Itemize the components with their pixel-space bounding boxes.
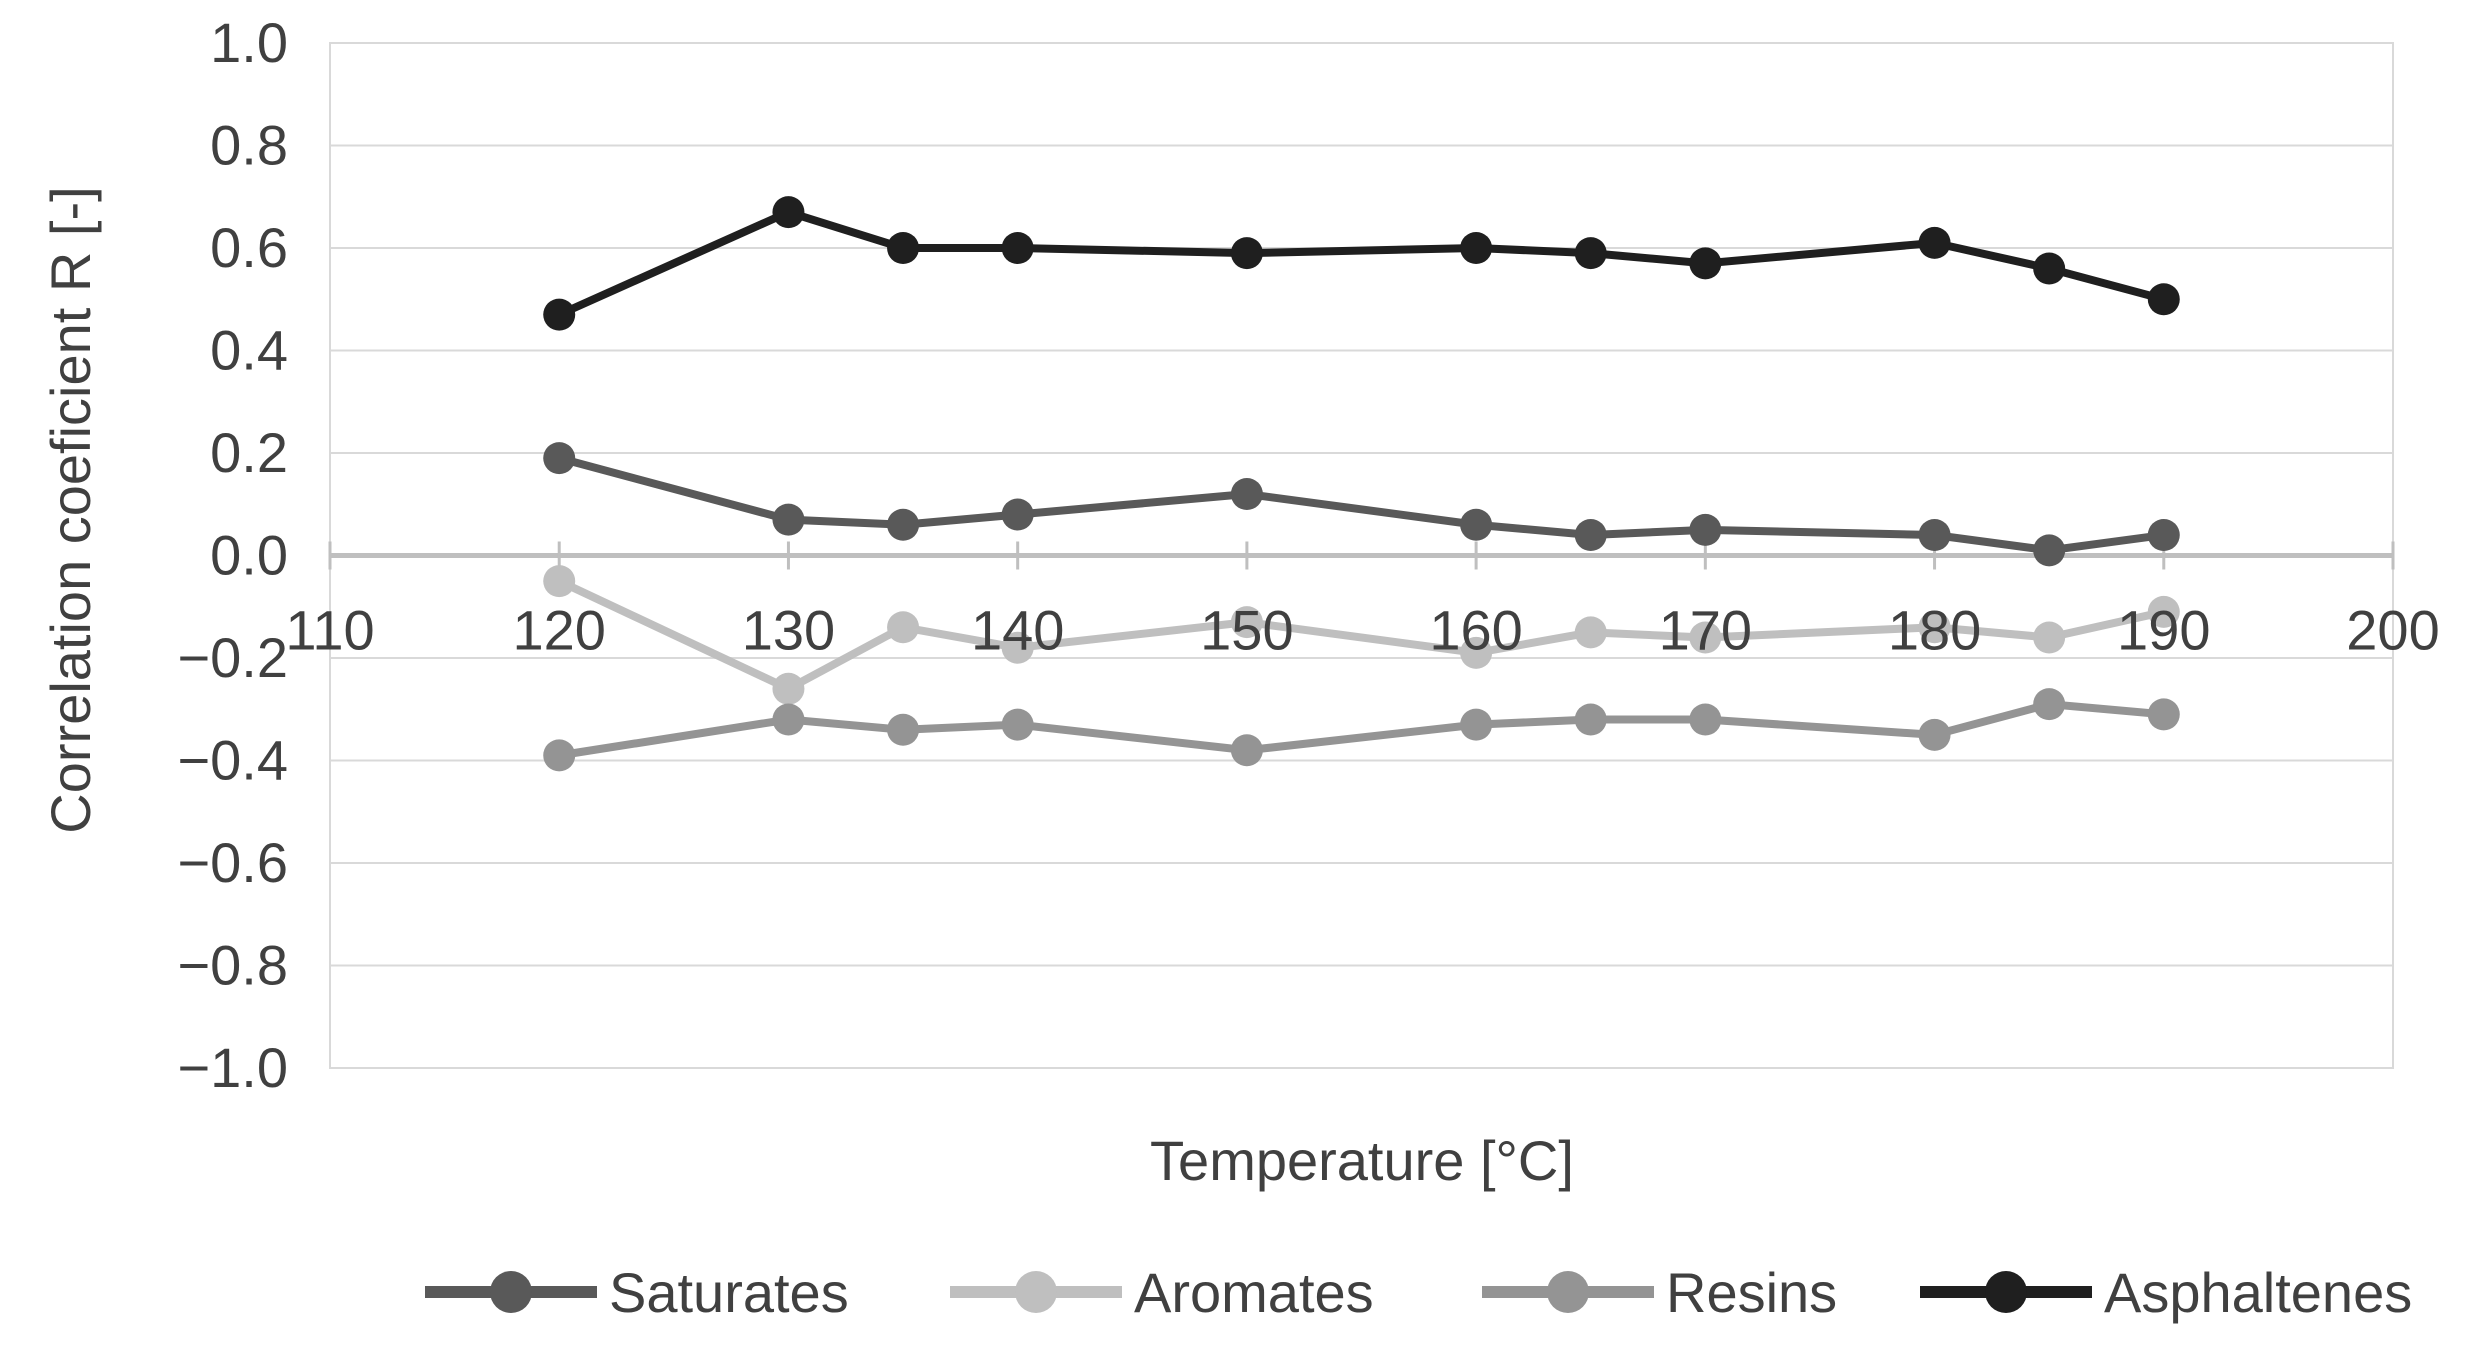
data-point-asphaltenes-170	[1689, 247, 1722, 280]
data-point-saturates-165	[1574, 519, 1607, 551]
data-point-aromates-160	[1460, 636, 1493, 669]
data-point-resins-190	[2147, 698, 2180, 731]
x-tick-label-170: 170	[1659, 599, 1752, 662]
data-point-aromates-135	[887, 611, 920, 644]
data-point-asphaltenes-185	[2033, 252, 2066, 285]
data-point-asphaltenes-120	[543, 298, 576, 331]
x-tick-label-190: 190	[2117, 599, 2210, 662]
data-point-resins-160	[1460, 708, 1493, 741]
data-point-saturates-140	[1001, 498, 1034, 531]
x-tick-labels: 110 120 130 140 150 160 170 180 190 200	[285, 599, 2439, 662]
data-point-asphaltenes-180	[1918, 226, 1951, 259]
y-tick-label-−1.0: −1.0	[177, 1036, 288, 1099]
data-point-aromates-140	[1001, 631, 1034, 664]
data-point-resins-180	[1918, 718, 1951, 751]
data-point-saturates-160	[1460, 508, 1493, 541]
legend-label-aromates: Aromates	[1134, 1261, 1374, 1324]
data-point-saturates-135	[887, 508, 920, 541]
data-point-asphaltenes-130	[772, 196, 805, 229]
legend-marker-resins	[1547, 1271, 1589, 1313]
data-point-asphaltenes-165	[1574, 237, 1607, 270]
data-point-aromates-185	[2033, 621, 2066, 654]
data-point-saturates-180	[1918, 519, 1951, 551]
data-point-aromates-165	[1574, 616, 1607, 649]
data-point-asphaltenes-150	[1230, 237, 1263, 270]
data-point-asphaltenes-160	[1460, 232, 1493, 264]
legend-item-asphaltenes: Asphaltenes	[1920, 1261, 2412, 1324]
series-group	[543, 196, 2180, 772]
legend-marker-asphaltenes	[1985, 1271, 2027, 1313]
data-point-asphaltenes-190	[2147, 283, 2180, 316]
y-tick-labels: 1.0 0.8 0.6 0.4 0.2 0.0 −0.2 −0.4 −0.6 −0.8 −1.0	[177, 11, 288, 1099]
x-tick-label-180: 180	[1888, 599, 1981, 662]
x-tick-label-140: 140	[971, 599, 1064, 662]
data-point-asphaltenes-140	[1001, 232, 1034, 264]
data-point-saturates-120	[543, 442, 576, 475]
x-tick-label-120: 120	[513, 599, 606, 662]
legend-label-saturates: Saturates	[609, 1261, 849, 1324]
y-tick-label-0.6: 0.6	[210, 216, 288, 279]
data-point-aromates-150	[1230, 606, 1263, 639]
data-point-resins-165	[1574, 703, 1607, 736]
data-point-saturates-150	[1230, 478, 1263, 510]
data-point-saturates-185	[2033, 534, 2066, 567]
data-point-saturates-130	[772, 503, 805, 536]
data-point-resins-140	[1001, 708, 1034, 741]
data-point-aromates-170	[1689, 621, 1722, 654]
data-point-aromates-190	[2147, 595, 2180, 628]
data-point-resins-170	[1689, 703, 1722, 736]
y-tick-label-−0.4: −0.4	[177, 729, 288, 792]
legend-label-resins: Resins	[1666, 1261, 1837, 1324]
x-tick-label-110: 110	[285, 599, 374, 662]
data-point-resins-150	[1230, 734, 1263, 767]
legend-item-saturates: Saturates	[425, 1261, 849, 1324]
data-point-saturates-170	[1689, 513, 1722, 546]
axis-tick-marks	[328, 541, 2395, 570]
data-point-resins-130	[772, 703, 805, 736]
data-point-resins-120	[543, 739, 576, 772]
y-tick-label-0.2: 0.2	[210, 421, 288, 484]
gridlines	[330, 42, 2393, 1069]
legend-marker-saturates	[490, 1271, 532, 1313]
x-tick-label-160: 160	[1429, 599, 1522, 662]
data-point-resins-185	[2033, 688, 2066, 721]
legend-item-aromates: Aromates	[950, 1261, 1374, 1324]
y-tick-label-−0.6: −0.6	[177, 831, 288, 894]
legend-item-resins: Resins	[1482, 1261, 1837, 1324]
y-tick-label-−0.2: −0.2	[177, 626, 288, 689]
y-tick-label-1.0: 1.0	[210, 11, 288, 74]
y-tick-label-0.8: 0.8	[210, 114, 288, 177]
y-tick-label-0.4: 0.4	[210, 319, 288, 382]
data-point-aromates-130	[772, 672, 805, 705]
y-tick-label-0.0: 0.0	[210, 524, 288, 587]
data-point-aromates-120	[543, 565, 576, 598]
y-tick-label-−0.8: −0.8	[177, 934, 288, 997]
legend: Saturates Aromates Resins Asphaltenes	[425, 1261, 2412, 1324]
data-point-resins-135	[887, 713, 920, 746]
legend-label-asphaltenes: Asphaltenes	[2104, 1261, 2412, 1324]
series-line-asphaltenes	[557, 207, 2165, 319]
x-tick-label-150: 150	[1200, 599, 1293, 662]
data-point-asphaltenes-135	[887, 232, 920, 264]
x-tick-label-130: 130	[742, 599, 835, 662]
y-axis-title: Correlation coeficient R [-]	[39, 186, 102, 833]
x-tick-label-200: 200	[2346, 599, 2439, 662]
data-point-saturates-190	[2147, 519, 2180, 551]
legend-marker-aromates	[1015, 1271, 1057, 1313]
data-point-aromates-180	[1918, 611, 1951, 644]
x-axis-title: Temperature [°C]	[1150, 1129, 1574, 1192]
